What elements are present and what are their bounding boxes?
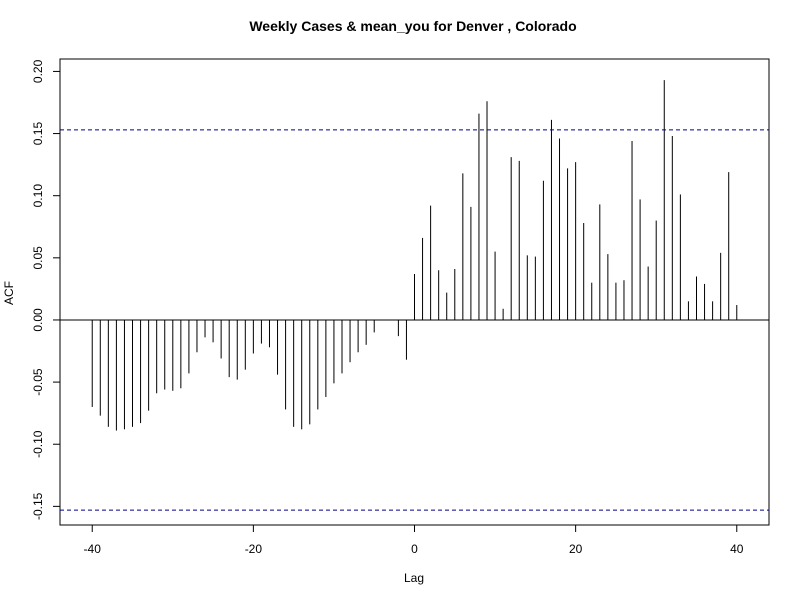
y-axis-label: ACF (2, 281, 16, 305)
y-tick-label: 0.10 (31, 184, 45, 208)
chart-title: Weekly Cases & mean_you for Denver , Col… (249, 18, 576, 34)
y-tick-label: -0.05 (31, 368, 45, 396)
y-tick-label: -0.10 (31, 430, 45, 458)
y-tick-label: 0.05 (31, 246, 45, 270)
y-tick-label: 0.15 (31, 122, 45, 146)
x-tick-label: 40 (730, 542, 744, 556)
y-tick-label: 0.20 (31, 59, 45, 83)
x-tick-label: -40 (84, 542, 102, 556)
y-tick-label: -0.15 (31, 492, 45, 520)
x-axis-label: Lag (404, 571, 424, 585)
x-tick-label: 0 (411, 542, 418, 556)
acf-bars (91, 80, 738, 431)
x-tick-label: -20 (245, 542, 263, 556)
x-axis: -40 -20 0 20 40 (84, 524, 744, 556)
x-tick-label: 20 (569, 542, 583, 556)
y-axis: -0.15 -0.10 -0.05 0.00 0.05 0.10 0.15 0.20 (31, 59, 61, 520)
y-tick-label: 0.00 (31, 308, 45, 332)
